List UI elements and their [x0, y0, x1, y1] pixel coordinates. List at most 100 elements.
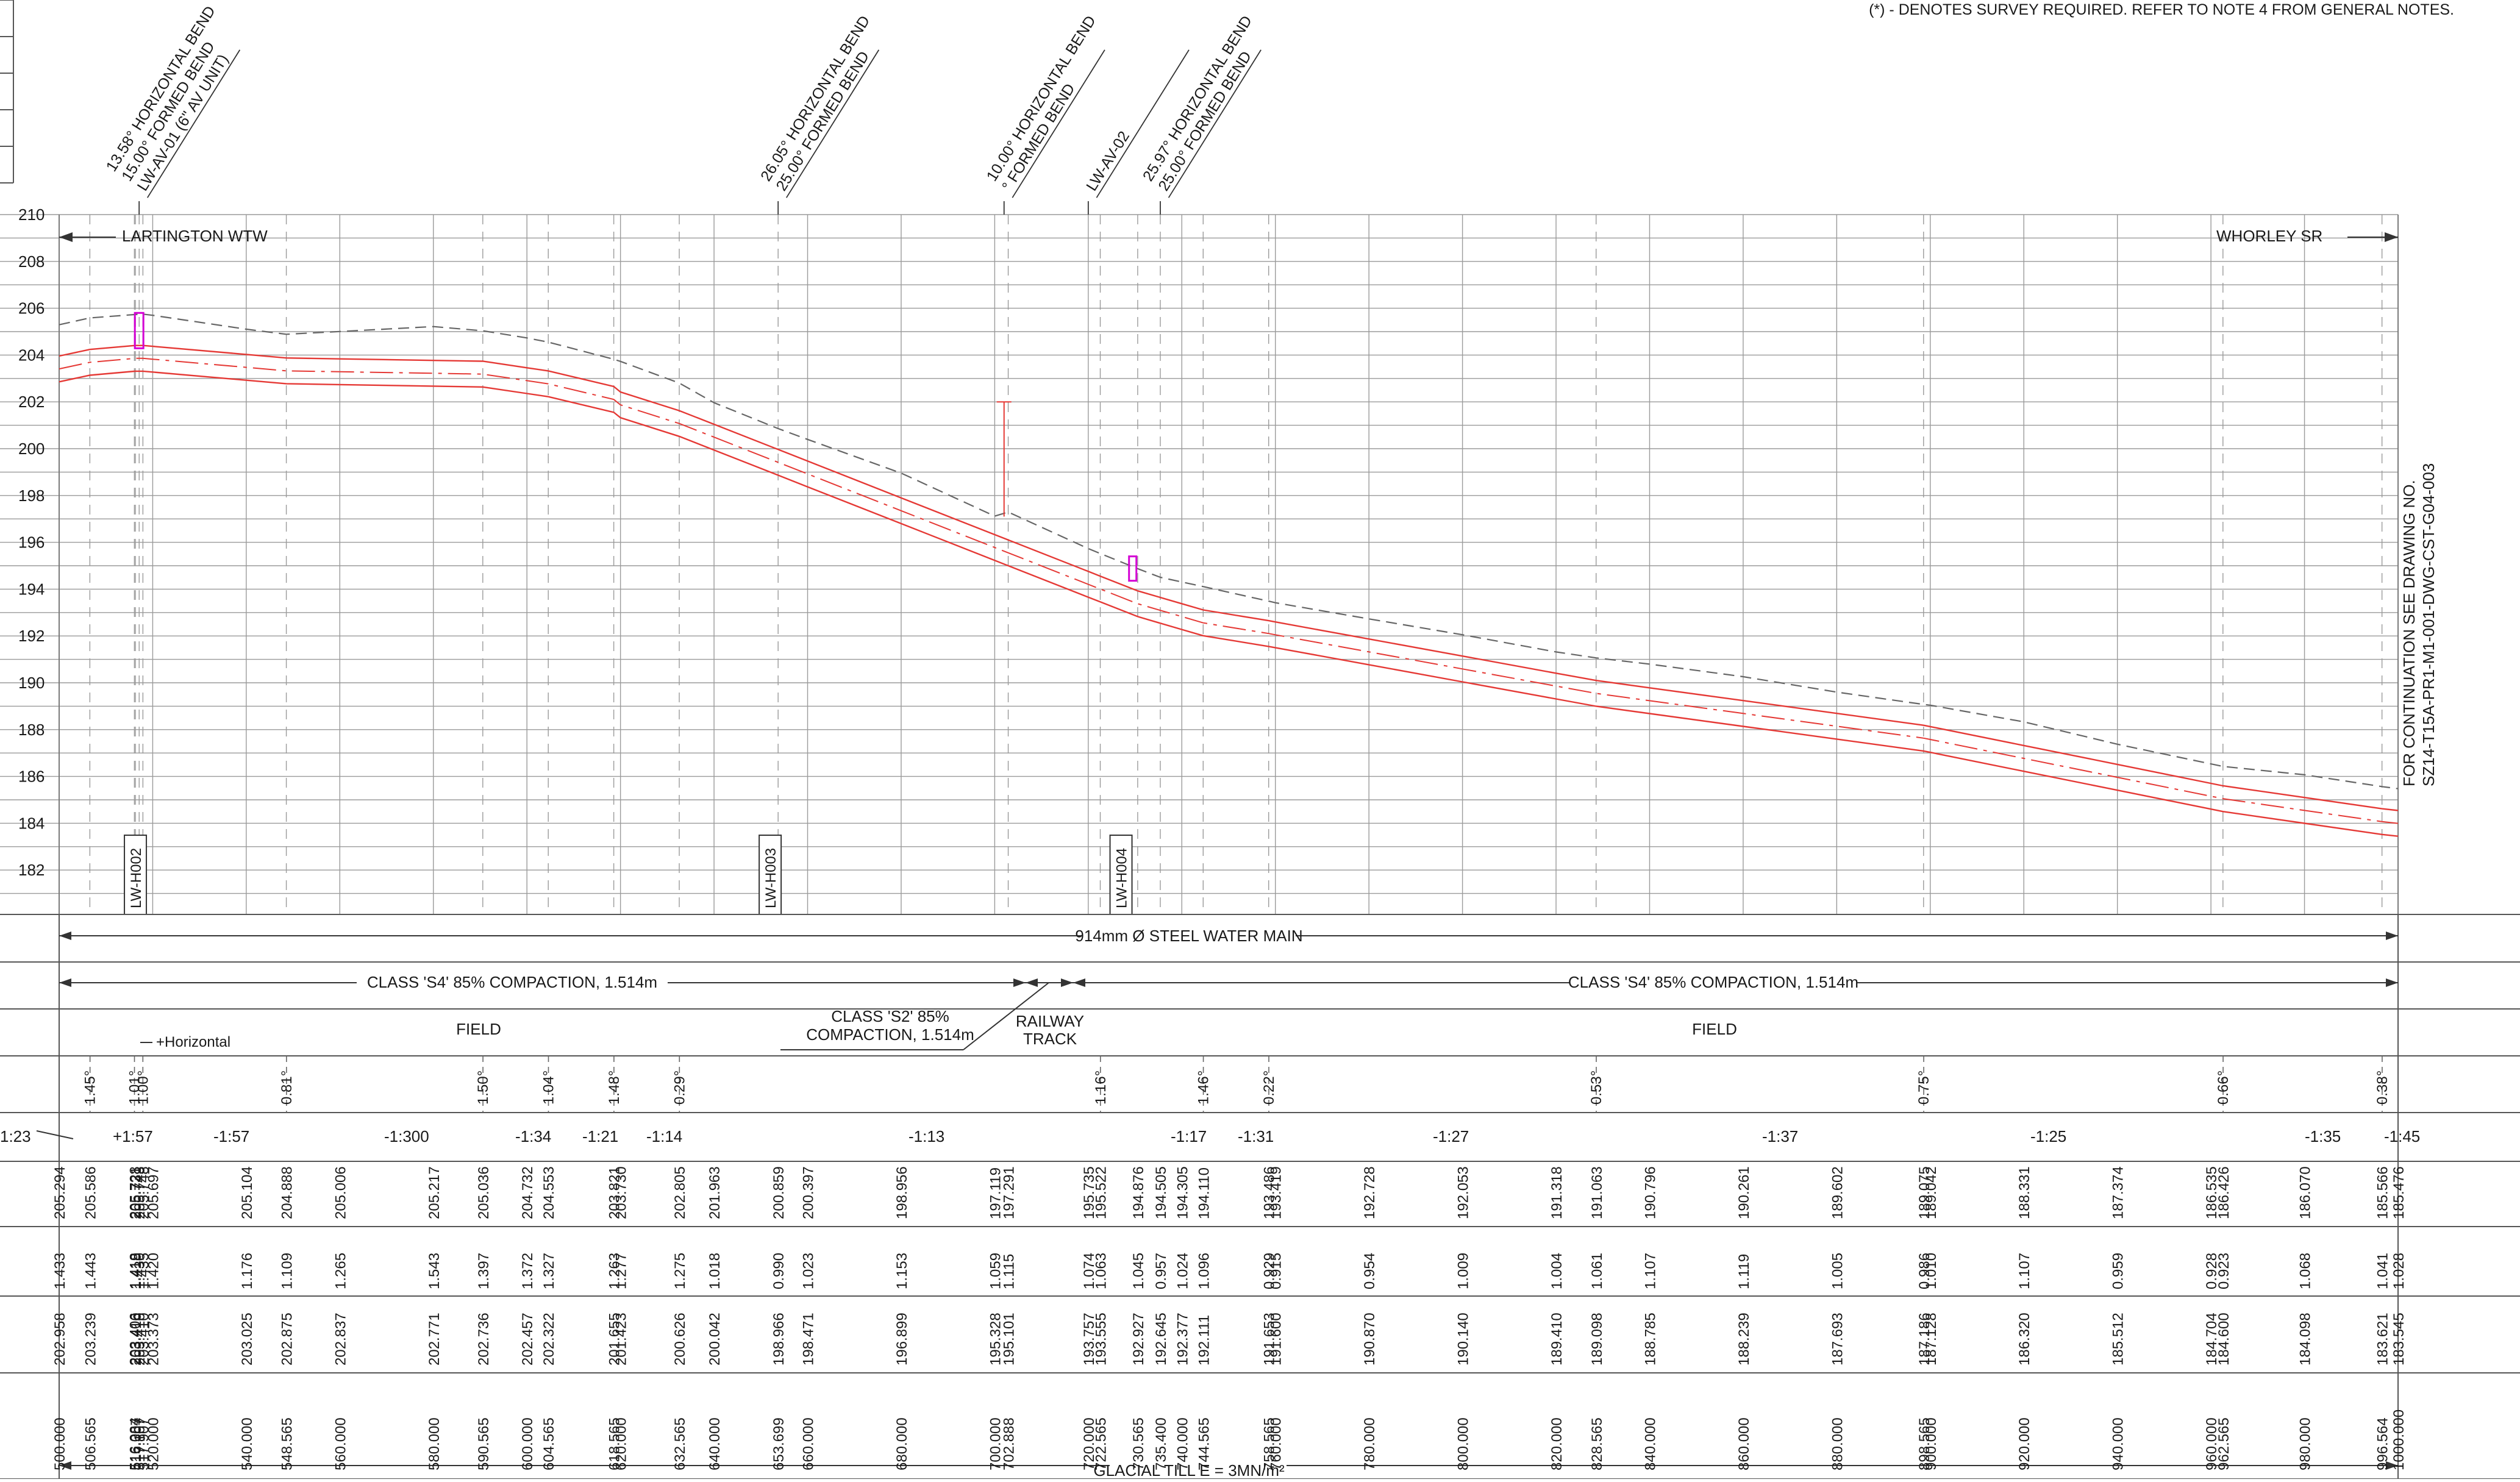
table-ground-value: 205.294 [52, 1166, 68, 1219]
table-invert-value: 201.655 [607, 1313, 623, 1366]
main-dimension-arrow [59, 932, 71, 940]
table-chainage-value: 722.565 [1093, 1417, 1110, 1470]
gradient-value: -1:31 [1238, 1127, 1274, 1145]
table-ground-value: 190.796 [1642, 1166, 1658, 1219]
class-mid-label-1: CLASS 'S2' 85% [831, 1007, 949, 1025]
y-axis-tick-label: 194 [18, 580, 45, 598]
class-left-label: CLASS 'S4' 85% COMPACTION, 1.514m [367, 973, 657, 991]
class-right-dimension-arrow [2386, 978, 2398, 987]
table-depth-value: 1.010 [1923, 1253, 1940, 1289]
gradient-leader [36, 1130, 74, 1139]
main-dimension-arrow [2386, 932, 2398, 940]
table-invert-value: 192.377 [1174, 1313, 1191, 1366]
y-axis-tick-label: 206 [18, 299, 45, 318]
table-invert-value: 183.545 [2391, 1313, 2407, 1366]
table-chainage-value: 800.000 [1455, 1417, 1472, 1470]
table-ground-value: 187.374 [2110, 1166, 2127, 1219]
table-depth-value: 1.059 [987, 1253, 1004, 1289]
table-depth-value: 1.009 [1455, 1253, 1472, 1289]
bend-text: LW-AV-02 [1083, 128, 1133, 194]
y-axis-tick-label: 182 [18, 861, 45, 879]
air-valve-marker [1128, 555, 1138, 582]
table-chainage-value: 618.565 [607, 1417, 623, 1470]
table-ground-value: 186.070 [2297, 1166, 2314, 1219]
table-depth-value: 1.430 [132, 1253, 148, 1289]
table-depth-value: 1.023 [801, 1253, 817, 1289]
table-depth-value: 0.990 [771, 1253, 787, 1289]
table-invert-value: 196.899 [894, 1313, 910, 1366]
table-depth-value: 0.923 [2216, 1253, 2232, 1289]
bend-underline [1096, 49, 1190, 198]
pipe-profile [59, 313, 2399, 837]
table-invert-value: 190.140 [1455, 1313, 1472, 1366]
table-invert-value: 189.098 [1589, 1313, 1605, 1366]
table-ground-value: 205.731 [128, 1166, 145, 1219]
table-ground-value: 197.291 [1001, 1166, 1018, 1219]
geology-dimension-arrow [2386, 1461, 2398, 1470]
y-axis-tick-label: 186 [18, 768, 45, 786]
geology-label: GLACIAL TILL E = 3MN/m² [1093, 1461, 1285, 1479]
table-invert-value: 202.837 [332, 1313, 349, 1366]
table-depth-value: 1.443 [82, 1253, 99, 1289]
bend-underline [786, 49, 880, 198]
horizontal-label: +Horizontal [156, 1034, 230, 1050]
table-depth-value: 0.959 [2110, 1253, 2127, 1289]
table-ground-value: 194.505 [1153, 1166, 1169, 1219]
table-chainage-value: 517.107 [132, 1417, 148, 1470]
table-ground-value: 194.110 [1196, 1167, 1212, 1219]
table-chainage-value: 620.000 [613, 1417, 630, 1470]
table-invert-value: 190.870 [1362, 1313, 1378, 1366]
table-depth-value: 1.420 [145, 1253, 162, 1289]
table-ground-value: 191.318 [1549, 1166, 1565, 1219]
table-depth-value: 1.265 [332, 1253, 349, 1289]
table-ground-value: 193.486 [1262, 1166, 1278, 1219]
bend-underline [1012, 49, 1105, 198]
table-ground-value: 185.476 [2391, 1166, 2407, 1219]
table-depth-value: 1.018 [707, 1253, 723, 1289]
table-depth-value: 1.115 [1001, 1254, 1018, 1289]
end-arrowhead [2385, 232, 2398, 242]
pipe-centre-line [59, 357, 2399, 824]
table-ground-value: 189.075 [1916, 1166, 1933, 1219]
table-ground-value: 190.261 [1736, 1166, 1752, 1219]
pipe-crown-line [59, 344, 2399, 811]
angle-value: 1.04° [540, 1071, 557, 1105]
table-invert-value: 192.111 [1196, 1315, 1212, 1366]
table-depth-value: 1.109 [279, 1253, 296, 1289]
table-chainage-value: 996.564 [2375, 1417, 2391, 1470]
angle-value: 0.81° [279, 1071, 295, 1105]
bend-text: 25.97° HORIZONTAL BEND [1140, 13, 1255, 184]
table-depth-value: 1.107 [1642, 1253, 1658, 1289]
gradient-value: -1:57 [213, 1127, 249, 1145]
table-depth-value: 0.986 [1916, 1253, 1933, 1289]
borehole-label: LW-H003 [763, 848, 779, 908]
y-axis-tick-label: 200 [18, 440, 45, 458]
table-invert-value: 203.373 [145, 1313, 162, 1366]
table-chainage-value: 940.000 [2110, 1417, 2127, 1470]
geology-dimension-arrow [59, 1461, 71, 1470]
gradient-value: -1:37 [1762, 1127, 1798, 1145]
table-chainage-value: 600.000 [519, 1417, 536, 1470]
table-invert-value: 200.042 [707, 1313, 723, 1366]
table-depth-value: 1.419 [128, 1253, 145, 1289]
table-chainage-value: 560.000 [332, 1417, 349, 1470]
table-chainage-value: 860.000 [1736, 1417, 1752, 1470]
table-depth-value: 1.074 [1081, 1253, 1098, 1289]
table-invert-value: 185.512 [2110, 1313, 2127, 1366]
railway-label-2: TRACK [1023, 1030, 1077, 1048]
table-chainage-value: 604.565 [541, 1417, 557, 1470]
gradient-value: -1:300 [384, 1127, 429, 1145]
angle-value: 1.16° [1093, 1071, 1109, 1105]
table-chainage-value: 516.084 [127, 1417, 143, 1470]
angle-value: 0.75° [1916, 1071, 1932, 1105]
survey-note: (*) - DENOTES SURVEY REQUIRED. REFER TO … [1869, 1, 2454, 18]
table-chainage-value: 680.000 [894, 1417, 910, 1470]
angle-value: 1.46° [1196, 1071, 1212, 1105]
gradient-value: +1:57 [113, 1127, 153, 1145]
start-label: LARTINGTON WTW [122, 227, 268, 245]
table-chainage-value: 898.565 [1916, 1417, 1933, 1470]
class-left-dimension-arrow [1013, 978, 1026, 987]
gradient-value: 1:23 [0, 1127, 31, 1145]
